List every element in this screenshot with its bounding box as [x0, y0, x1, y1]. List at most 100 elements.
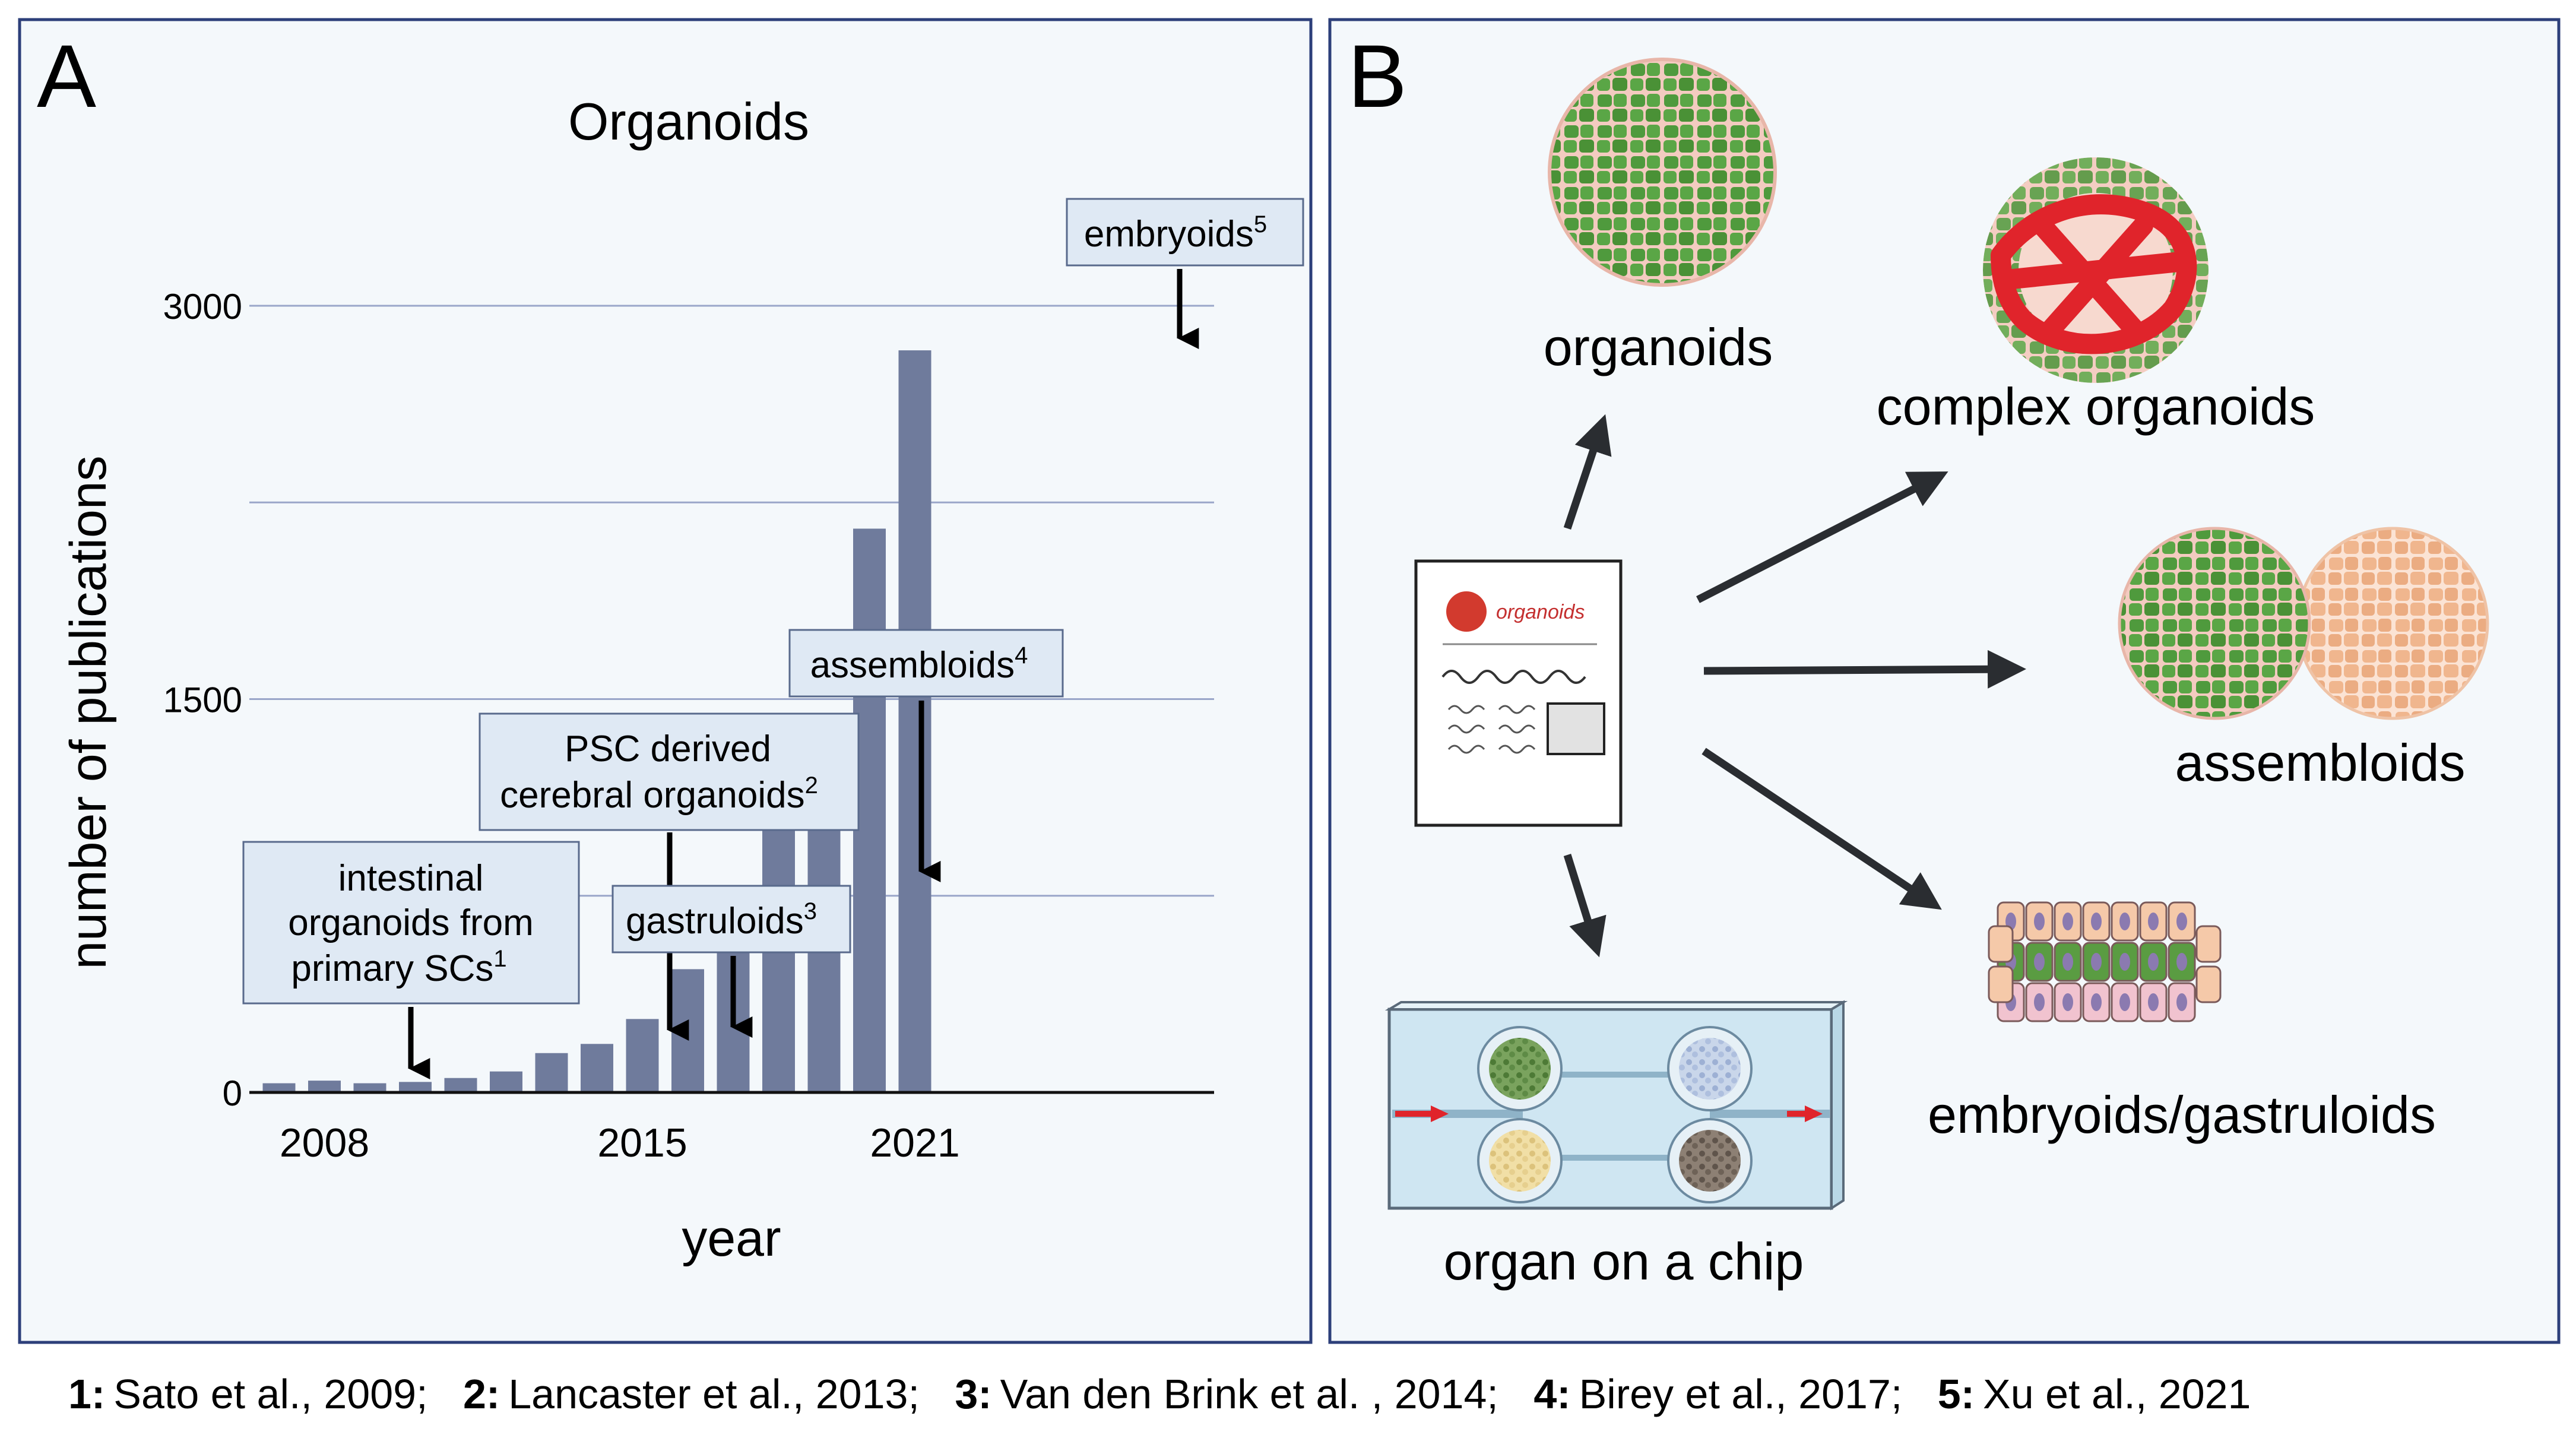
callout-embryoids: embryoids5	[1066, 198, 1304, 349]
y-tick-0: 0	[223, 1073, 242, 1113]
x-tick-2008: 2008	[280, 1120, 369, 1165]
cell-nucleus-icon	[2176, 993, 2187, 1011]
ref-1-text: Sato et al., 2009;	[113, 1371, 427, 1417]
label-assembloids: assembloids	[2175, 733, 2465, 792]
scribble-line	[1441, 670, 1586, 684]
cell-nucleus-icon	[2176, 953, 2187, 971]
embryoid-illustration	[1988, 901, 2222, 1022]
callout-psc: PSC derived cerebral organoids2	[479, 712, 860, 1041]
x-tick-2021: 2021	[870, 1120, 959, 1165]
x-axis-label: year	[682, 1210, 781, 1267]
cell-nucleus-icon	[2148, 913, 2159, 930]
svg-text:cerebral organoids2: cerebral organoids2	[500, 772, 818, 816]
svg-text:embryoids5: embryoids5	[1084, 211, 1267, 255]
complex-organoid-illustration	[1983, 157, 2209, 383]
callout-psc-ref: 2	[805, 772, 818, 799]
cell-nucleus-icon	[2062, 913, 2073, 930]
ref-1-num: 1:	[68, 1371, 105, 1417]
y-tick-1500: 1500	[163, 680, 242, 720]
ref-2-num: 2:	[463, 1371, 500, 1417]
cell-nucleus-icon	[2176, 913, 2187, 930]
arrow-to-chip	[1563, 854, 1607, 958]
cell-nucleus-icon	[2148, 953, 2159, 971]
cell-nucleus-icon	[2119, 953, 2130, 971]
embryoid-cell	[1988, 925, 2014, 963]
label-organ-on-a-chip: organ on a chip	[1444, 1232, 1804, 1291]
cell-nucleus-icon	[2119, 993, 2130, 1011]
bar-2015	[626, 1019, 659, 1092]
callout-psc-line1: PSC derived	[565, 728, 771, 769]
bar-2010	[399, 1082, 432, 1092]
bar-2009	[353, 1083, 386, 1092]
chart-title: Organoids	[568, 92, 809, 151]
embryoid-cell	[2195, 925, 2222, 963]
callout-gastruloids-ref: 3	[804, 898, 817, 924]
bar-2008	[308, 1081, 341, 1092]
cell-nucleus-icon	[2148, 993, 2159, 1011]
ref-3-num: 3:	[955, 1371, 991, 1417]
cell-nucleus-icon	[2062, 993, 2073, 1011]
cell-nucleus-icon	[2034, 953, 2045, 971]
arrow-to-embryoids	[1702, 747, 1942, 910]
y-tick-3000: 3000	[163, 287, 242, 327]
panel-a-letter: A	[37, 26, 96, 126]
bar-2012	[490, 1071, 522, 1092]
arrow-to-assembloids	[1703, 650, 2026, 689]
arrow-to-organoids	[1563, 414, 1612, 530]
cell-nucleus-icon	[2091, 993, 2102, 1011]
callout-intestinal: intestinal organoids from primary SCs1	[242, 841, 580, 1079]
svg-text:gastruloids3: gastruloids3	[626, 898, 817, 942]
journal-logo-icon	[1446, 591, 1487, 632]
bars	[262, 350, 931, 1093]
label-complex-organoids: complex organoids	[1877, 377, 2315, 436]
bar-2014	[581, 1044, 613, 1092]
callout-intestinal-line3: primary SCs	[291, 948, 493, 989]
references: 1: Sato et al., 2009; 2: Lancaster et al.,…	[68, 1371, 2251, 1417]
document-title: organoids	[1496, 601, 1585, 623]
callout-intestinal-line2: organoids from	[288, 902, 534, 943]
label-embryoids-gastruloids: embryoids/gastruloids	[1928, 1085, 2436, 1144]
bar-2007	[262, 1083, 296, 1092]
y-axis-label: number of publications	[60, 455, 117, 969]
cell-nucleus-icon	[2034, 993, 2045, 1011]
bar-2021	[898, 350, 931, 1093]
cell-nucleus-icon	[2091, 953, 2102, 971]
callout-gastruloids: gastruloids3	[611, 885, 851, 1038]
y-tick-labels: 0 1500 3000	[163, 287, 242, 1113]
svg-text:assembloids4: assembloids4	[810, 642, 1028, 686]
callout-intestinal-line1: intestinal	[338, 858, 484, 899]
label-organoids: organoids	[1544, 318, 1773, 376]
bar-2011	[444, 1078, 477, 1092]
document-figure-box	[1547, 702, 1605, 755]
ref-4-num: 4:	[1533, 1371, 1570, 1417]
callout-assembloids: assembloids4	[788, 629, 1064, 882]
assembloid-illustration	[2118, 527, 2489, 720]
cell-nucleus-icon	[2062, 953, 2073, 971]
bar-2018	[762, 822, 795, 1092]
publication-document: organoids	[1414, 559, 1623, 827]
x-tick-2015: 2015	[597, 1120, 687, 1165]
cell-nucleus-icon	[2034, 913, 2045, 930]
embryoid-cell	[2195, 965, 2222, 1003]
callout-assembloids-ref: 4	[1015, 642, 1028, 669]
cell-nucleus-icon	[2119, 913, 2130, 930]
callout-assembloids-label: assembloids	[810, 645, 1015, 686]
organoid-illustration	[1548, 58, 1777, 287]
panel-b-letter: B	[1348, 26, 1407, 126]
arrow-to-complex	[1696, 471, 1948, 603]
x-tick-labels: 2008 2015 2021	[280, 1120, 960, 1165]
callout-psc-line2: cerebral organoids	[500, 775, 805, 816]
svg-text:primary SCs1: primary SCs1	[291, 946, 506, 989]
bar-2013	[535, 1053, 568, 1092]
vessel-network-icon	[1991, 194, 2197, 354]
ref-2-text: Lancaster et al., 2013;	[508, 1371, 920, 1417]
organ-chip-illustration	[1384, 1000, 1848, 1211]
ref-3-text: Van den Brink et al. , 2014;	[1000, 1371, 1498, 1417]
callout-gastruloids-label: gastruloids	[626, 901, 804, 942]
ref-5-text: Xu et al., 2021	[1983, 1371, 2251, 1417]
ref-5-num: 5:	[1938, 1371, 1975, 1417]
cell-nucleus-icon	[2091, 913, 2102, 930]
callout-embryoids-ref: 5	[1254, 211, 1267, 237]
embryoid-cell	[1988, 965, 2014, 1003]
